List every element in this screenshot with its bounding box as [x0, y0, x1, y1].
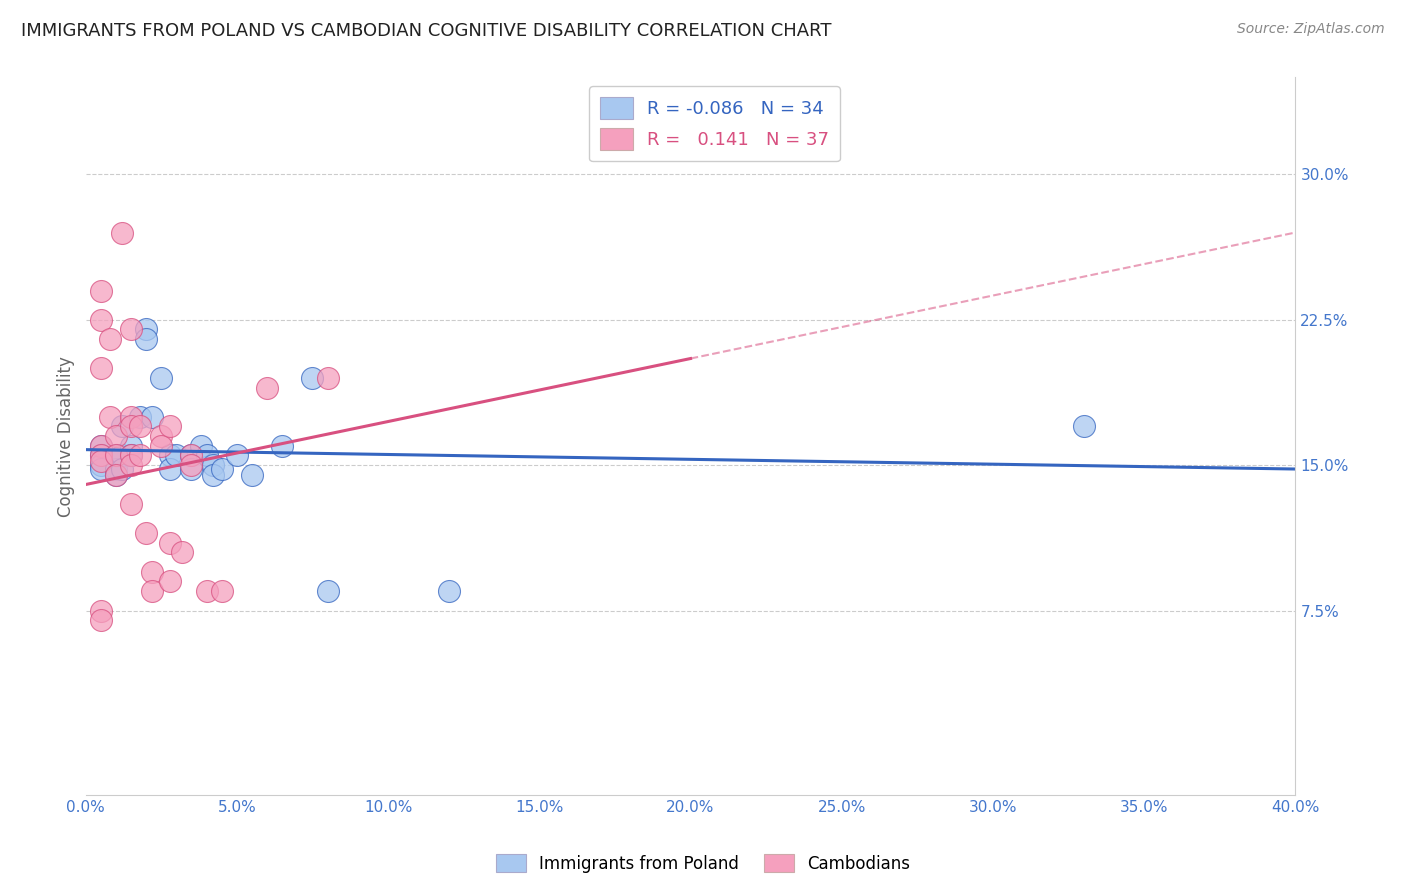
Point	[104, 467, 127, 482]
Point	[120, 439, 142, 453]
Point	[120, 449, 142, 463]
Point	[90, 284, 112, 298]
Point	[120, 322, 142, 336]
Point	[180, 462, 202, 476]
Point	[180, 458, 202, 472]
Point	[90, 439, 112, 453]
Point	[1073, 419, 1095, 434]
Point	[141, 409, 163, 424]
Point	[256, 381, 278, 395]
Point	[316, 371, 339, 385]
Point	[150, 371, 173, 385]
Point	[90, 449, 112, 463]
Point	[135, 322, 157, 336]
Legend: R = -0.086   N = 34, R =   0.141   N = 37: R = -0.086 N = 34, R = 0.141 N = 37	[589, 87, 839, 161]
Point	[211, 584, 233, 599]
Point	[104, 449, 127, 463]
Point	[301, 371, 323, 385]
Point	[150, 429, 173, 443]
Point	[104, 462, 127, 476]
Point	[98, 332, 121, 346]
Point	[225, 449, 247, 463]
Point	[165, 449, 187, 463]
Point	[120, 458, 142, 472]
Point	[111, 419, 134, 434]
Point	[120, 419, 142, 434]
Point	[111, 449, 134, 463]
Point	[195, 584, 218, 599]
Y-axis label: Cognitive Disability: Cognitive Disability	[58, 356, 75, 516]
Point	[90, 312, 112, 326]
Text: Source: ZipAtlas.com: Source: ZipAtlas.com	[1237, 22, 1385, 37]
Point	[211, 462, 233, 476]
Point	[271, 439, 294, 453]
Point	[172, 545, 194, 559]
Point	[141, 584, 163, 599]
Point	[120, 409, 142, 424]
Point	[90, 454, 112, 468]
Legend: Immigrants from Poland, Cambodians: Immigrants from Poland, Cambodians	[489, 847, 917, 880]
Point	[135, 332, 157, 346]
Point	[90, 613, 112, 627]
Point	[201, 467, 224, 482]
Point	[104, 467, 127, 482]
Point	[141, 565, 163, 579]
Point	[90, 449, 112, 463]
Point	[90, 361, 112, 376]
Point	[104, 429, 127, 443]
Point	[129, 449, 152, 463]
Point	[120, 497, 142, 511]
Point	[111, 226, 134, 240]
Point	[240, 467, 263, 482]
Point	[90, 458, 112, 472]
Point	[90, 462, 112, 476]
Point	[180, 449, 202, 463]
Point	[159, 449, 181, 463]
Point	[180, 449, 202, 463]
Point	[104, 449, 127, 463]
Point	[90, 439, 112, 453]
Point	[90, 603, 112, 617]
Text: IMMIGRANTS FROM POLAND VS CAMBODIAN COGNITIVE DISABILITY CORRELATION CHART: IMMIGRANTS FROM POLAND VS CAMBODIAN COGN…	[21, 22, 831, 40]
Point	[159, 574, 181, 589]
Point	[150, 439, 173, 453]
Point	[111, 462, 134, 476]
Point	[129, 409, 152, 424]
Point	[129, 419, 152, 434]
Point	[190, 439, 212, 453]
Point	[98, 409, 121, 424]
Point	[316, 584, 339, 599]
Point	[120, 449, 142, 463]
Point	[159, 419, 181, 434]
Point	[135, 526, 157, 541]
Point	[437, 584, 460, 599]
Point	[195, 449, 218, 463]
Point	[159, 462, 181, 476]
Point	[159, 535, 181, 549]
Point	[201, 458, 224, 472]
